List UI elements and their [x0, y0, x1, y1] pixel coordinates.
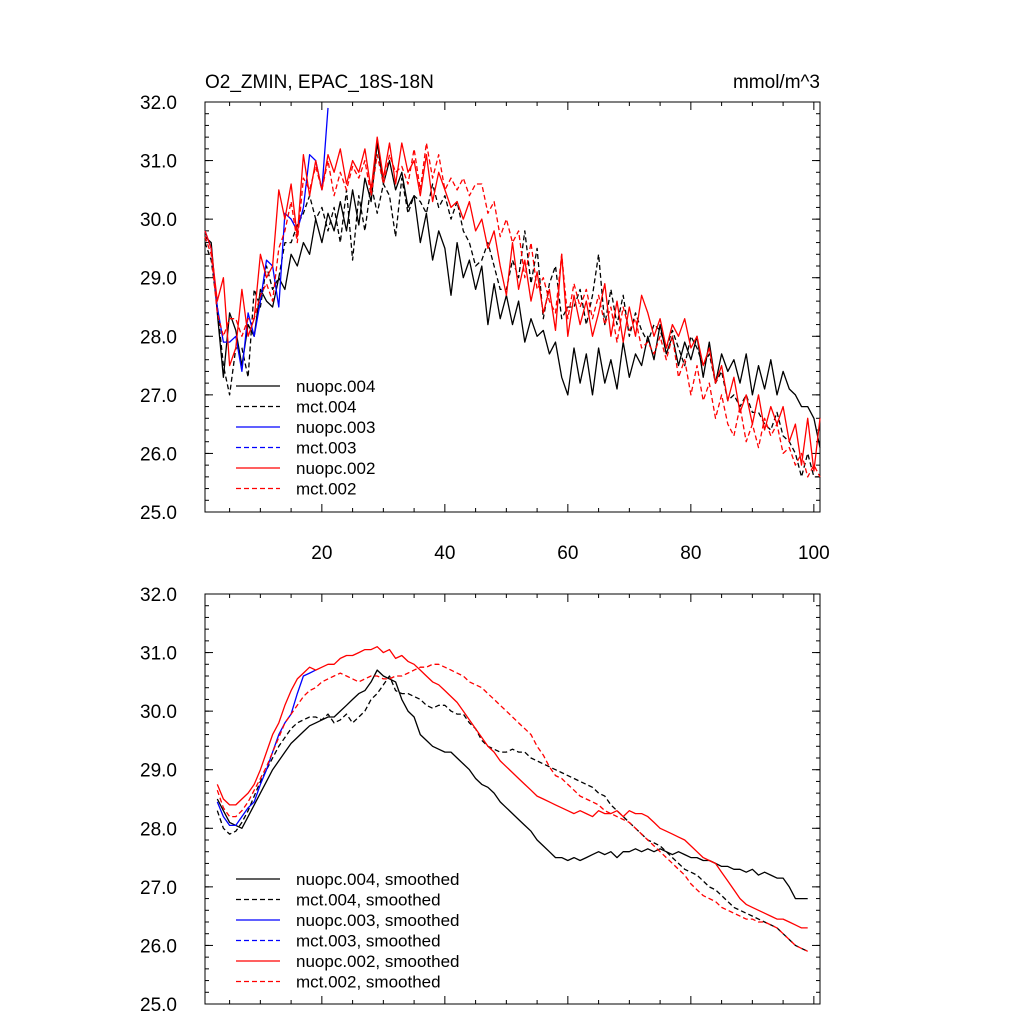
series-line-nuopc-004-smoothed — [216, 669, 808, 900]
units-label: mmol/m^3 — [733, 72, 820, 93]
legend-label: mct.003 — [296, 439, 356, 458]
y-tick-label: 30.0 — [140, 702, 177, 723]
legend-label: mct.004 — [296, 398, 356, 417]
y-tick-label: 25.0 — [140, 503, 177, 524]
series-line-nuopc-003-smoothed — [216, 669, 316, 827]
y-tick-label: 28.0 — [140, 327, 177, 348]
series-line-nuopc-002 — [204, 136, 821, 472]
legend-label: nuopc.004, smoothed — [296, 870, 460, 889]
y-tick-label: 26.0 — [140, 444, 177, 465]
y-tick-label: 32.0 — [140, 93, 177, 114]
chart-title: O2_ZMIN, EPAC_18S-18N — [205, 72, 434, 93]
x-tick-label: 40 — [434, 543, 455, 564]
y-tick-label: 27.0 — [140, 386, 177, 407]
x-tick-label: 20 — [311, 543, 332, 564]
y-tick-label: 31.0 — [140, 644, 177, 665]
y-tick-label: 29.0 — [140, 269, 177, 290]
y-tick-label: 31.0 — [140, 152, 177, 173]
y-tick-label: 32.0 — [140, 585, 177, 606]
top-panel: 25.0 26.0 27.0 28.0 29.0 30.0 31.0 32.0 20 40 60 80… — [140, 93, 830, 564]
y-tick-label: 27.0 — [140, 878, 177, 899]
y-tick-label: 25.0 — [140, 995, 177, 1016]
legend-label: mct.004, smoothed — [296, 891, 441, 910]
legend-label: nuopc.003 — [296, 418, 375, 437]
series-line-nuopc-004 — [204, 142, 821, 448]
top-series-group — [204, 107, 821, 478]
legend-label: nuopc.003, smoothed — [296, 911, 460, 930]
legend-label: nuopc.002 — [296, 459, 375, 478]
legend-label: nuopc.004 — [296, 377, 375, 396]
top-axis-ticks: 25.0 26.0 27.0 28.0 29.0 30.0 31.0 32.0 20 40 60 80… — [140, 93, 830, 564]
legend-label: mct.002 — [296, 480, 356, 499]
bottom-series-group — [216, 646, 808, 952]
top-plot-frame — [204, 101, 821, 513]
legend-label: mct.002, smoothed — [296, 973, 441, 992]
series-line-nuopc-003 — [204, 107, 329, 373]
legend-label: nuopc.002, smoothed — [296, 952, 460, 971]
y-tick-label: 26.0 — [140, 936, 177, 957]
series-line-nuopc-002-smoothed — [216, 646, 808, 929]
x-tick-label: 60 — [557, 543, 578, 564]
bottom-plot-frame — [204, 593, 821, 1005]
x-tick-label: 100 — [798, 543, 830, 564]
y-tick-label: 30.0 — [140, 210, 177, 231]
bottom-axis-ticks: 25.0 26.0 27.0 28.0 29.0 30.0 31.0 32.0 — [140, 585, 820, 1016]
bottom-panel: 25.0 26.0 27.0 28.0 29.0 30.0 31.0 32.0 nuopc.0… — [140, 585, 821, 1016]
legend-label: mct.003, smoothed — [296, 932, 441, 951]
y-tick-label: 28.0 — [140, 819, 177, 840]
x-tick-label: 80 — [680, 543, 701, 564]
y-tick-label: 29.0 — [140, 761, 177, 782]
series-line-mct-004-smoothed — [216, 675, 808, 952]
series-line-mct-002 — [204, 142, 821, 478]
series-line-mct-002-smoothed — [216, 663, 808, 952]
